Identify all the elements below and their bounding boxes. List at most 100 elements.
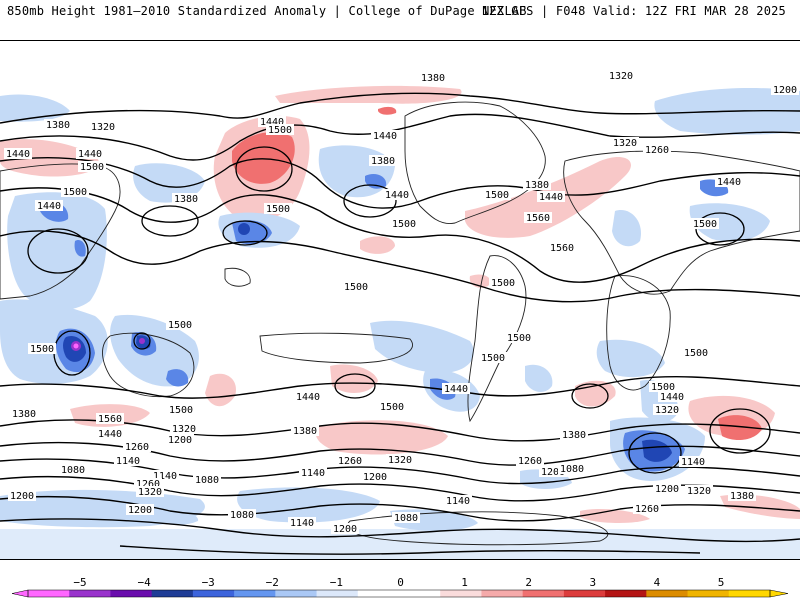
colorbar-border [27,589,771,598]
colorbar-tick-label: 1 [461,576,468,589]
svg-text:1500: 1500 [268,125,292,136]
svg-text:1080: 1080 [560,464,584,475]
svg-text:1380: 1380 [562,430,586,441]
colorbar-segment [69,590,111,597]
contour-label: 1320 [386,454,414,466]
contour-label: 1080 [558,463,586,475]
colorbar-tick-label: −4 [137,576,151,589]
svg-text:1500: 1500 [651,382,675,393]
contour-label: 1440 [258,116,286,128]
svg-text:1140: 1140 [301,468,325,479]
colorbar-segment [481,590,524,597]
contour-label: 1500 [479,352,507,364]
contour-label: 1140 [151,470,179,482]
model-run-info: 12Z GFS | F048 Valid: 12Z FRI MAR 28 202… [481,4,786,18]
svg-text:1320: 1320 [613,138,637,149]
svg-text:1260: 1260 [645,145,669,156]
contour-label: 1500 [166,319,194,331]
contour-label: 1500 [167,404,195,416]
contour-label: 1080 [193,474,221,486]
colorbar-tick-label: −5 [73,576,87,589]
svg-text:1200: 1200 [541,467,565,478]
contour-label: 1380 [523,179,551,191]
svg-text:1320: 1320 [91,122,115,133]
contour-label: 1440 [96,428,124,440]
colorbar-tick-label: −1 [329,576,344,589]
svg-text:1500: 1500 [169,405,193,416]
svg-text:1440: 1440 [78,149,102,160]
svg-text:1320: 1320 [687,486,711,497]
contour-label: 1080 [392,512,420,524]
svg-text:1200: 1200 [773,85,797,96]
contour-label: 1500 [649,381,677,393]
colorbar-segment [316,590,359,597]
continent-outlines [0,101,800,546]
contour-label: 1320 [170,423,198,435]
svg-text:1440: 1440 [539,192,563,203]
contour-label: 1560 [548,242,576,254]
colorbar-segment [357,590,400,597]
anomaly-core-markers [71,338,145,351]
svg-text:1380: 1380 [174,194,198,205]
svg-text:1380: 1380 [421,73,445,84]
svg-text:1500: 1500 [481,353,505,364]
svg-text:1080: 1080 [230,510,254,521]
contour-label: 1560 [96,413,124,425]
svg-text:1380: 1380 [12,409,36,420]
svg-text:1320: 1320 [388,455,412,466]
contour-label: 1440 [442,383,470,395]
svg-text:1380: 1380 [371,156,395,167]
colorbar-segment [563,590,606,597]
contour-label: 1380 [172,193,200,205]
svg-text:1200: 1200 [10,491,34,502]
svg-text:1080: 1080 [394,513,418,524]
colorbar-tick-label: 4 [653,576,661,589]
svg-text:1500: 1500 [392,219,416,230]
svg-text:1320: 1320 [609,71,633,82]
map-panel: 1380 1380 1320 1440 1440 1500 1500 1440 1380 1440… [0,40,800,560]
colorbar-segment [275,590,318,597]
map-title: 850mb Height 1981–2010 Standardized Anom… [7,4,527,18]
svg-text:1260: 1260 [338,456,362,467]
contour-label: 1500 [682,347,710,359]
svg-text:1140: 1140 [290,518,314,529]
svg-text:1500: 1500 [507,333,531,344]
svg-text:1500: 1500 [63,187,87,198]
contour-label: 1380 [728,490,756,502]
svg-text:1200: 1200 [128,505,152,516]
svg-text:1500: 1500 [266,204,290,215]
contour-label: 1200 [653,483,681,495]
contour-label: 1260 [336,455,364,467]
contour-label: 1200 [771,84,799,96]
contour-label: 1260 [516,455,544,467]
contour-label: 1140 [444,495,472,507]
contour-label: 1500 [264,203,292,215]
colorbar-segment [605,590,647,597]
svg-text:1440: 1440 [98,429,122,440]
closed-contours [27,146,771,474]
contour-label: 1440 [294,391,322,403]
svg-text:1080: 1080 [61,465,85,476]
svg-text:1380: 1380 [730,491,754,502]
svg-text:1560: 1560 [550,243,574,254]
contour-label: 1500 [483,189,511,201]
svg-text:1560: 1560 [98,414,122,425]
contour-label: 1320 [611,137,639,149]
svg-text:1200: 1200 [333,524,357,535]
contour-label: 1320 [607,70,635,82]
contour-label: 1260 [633,503,661,515]
contour-label: 1440 [76,148,104,160]
svg-text:1200: 1200 [363,472,387,483]
svg-text:1500: 1500 [485,190,509,201]
colorbar-segment [728,590,771,597]
svg-text:1380: 1380 [525,180,549,191]
contour-label: 1500 [390,218,418,230]
colorbar-segment [522,590,565,597]
colorbar-tick-label: 2 [525,576,532,589]
contour-label: 1200 [166,434,194,446]
contour-label: 1500 [505,332,533,344]
svg-text:1500: 1500 [380,402,404,413]
svg-text:1440: 1440 [37,201,61,212]
svg-text:1200: 1200 [168,435,192,446]
